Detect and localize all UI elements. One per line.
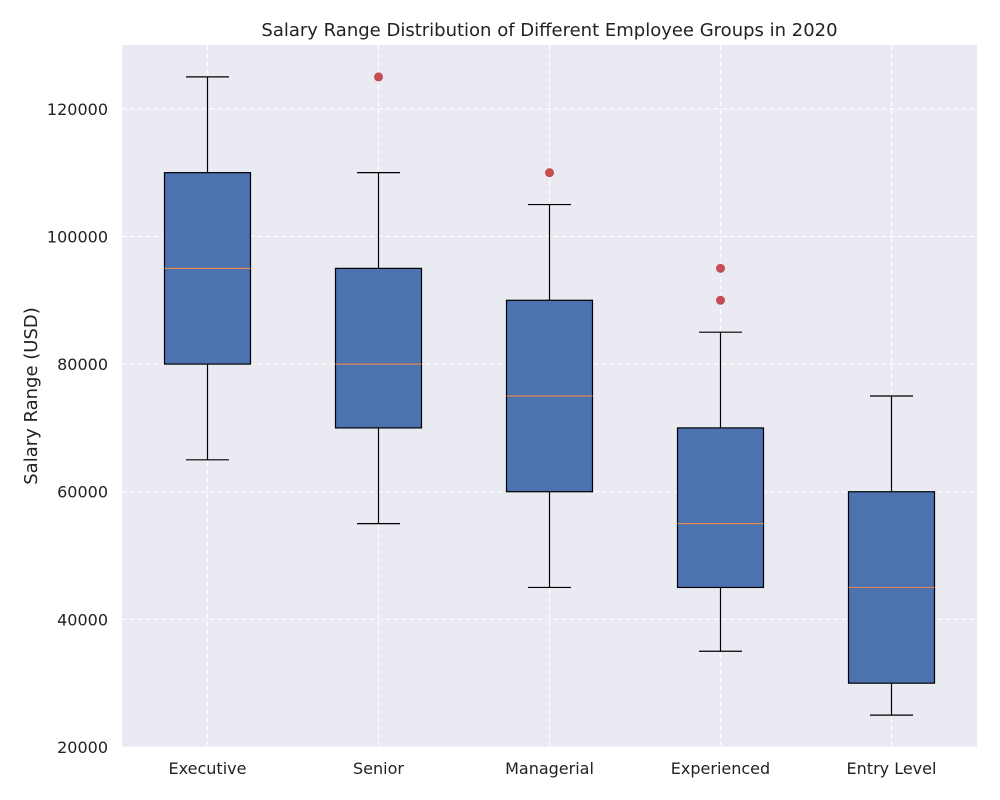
box-group <box>334 72 423 525</box>
tick-labels: 20000 40000 60000 80000 100000 120000 Executiv… <box>47 100 937 778</box>
y-tick-label: 80000 <box>57 355 108 374</box>
y-tick-label: 60000 <box>57 483 108 502</box>
x-tick-label: Managerial <box>505 759 594 778</box>
outlier-point <box>716 295 725 305</box>
y-tick-label: 120000 <box>47 100 108 119</box>
box-group <box>676 263 765 652</box>
x-tick-label: Entry Level <box>847 759 937 778</box>
x-tick-label: Executive <box>169 759 247 778</box>
iqr-box <box>676 427 765 589</box>
x-tick-label: Experienced <box>671 759 770 778</box>
outlier-point <box>374 72 383 82</box>
box-group <box>847 395 936 716</box>
chart-title: Salary Range Distribution of Different E… <box>261 20 837 41</box>
box-group <box>163 76 252 461</box>
box-group <box>505 168 594 589</box>
boxes <box>163 72 936 716</box>
iqr-box <box>334 267 423 429</box>
y-axis-label: Salary Range (USD) <box>21 307 42 485</box>
x-tick-label: Senior <box>353 759 404 778</box>
y-tick-label: 100000 <box>47 227 108 246</box>
y-tick-label: 40000 <box>57 610 108 629</box>
y-tick-label: 20000 <box>57 738 108 757</box>
outlier-point <box>545 168 554 178</box>
outlier-point <box>716 263 725 273</box>
